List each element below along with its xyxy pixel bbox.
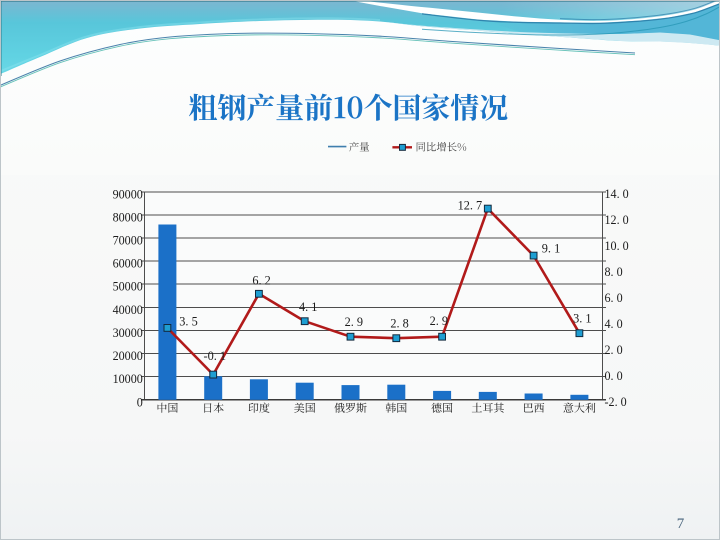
svg-text:50000: 50000 — [113, 280, 143, 294]
svg-text:10. 0: 10. 0 — [605, 239, 629, 253]
svg-text:0. 0: 0. 0 — [605, 369, 623, 383]
svg-text:4. 1: 4. 1 — [299, 300, 317, 314]
svg-text:80000: 80000 — [113, 210, 143, 224]
svg-text:90000: 90000 — [113, 187, 143, 201]
svg-text:6. 0: 6. 0 — [605, 291, 623, 305]
svg-text:-2. 0: -2. 0 — [605, 395, 627, 409]
svg-text:2. 8: 2. 8 — [390, 316, 408, 330]
svg-text:12. 0: 12. 0 — [605, 213, 629, 227]
svg-text:2. 9: 2. 9 — [345, 315, 363, 329]
svg-text:14. 0: 14. 0 — [605, 187, 629, 201]
svg-text:8. 0: 8. 0 — [605, 265, 623, 279]
svg-text:30000: 30000 — [113, 326, 143, 340]
svg-text:6. 2: 6. 2 — [252, 274, 270, 288]
svg-text:3. 1: 3. 1 — [573, 312, 591, 326]
svg-text:60000: 60000 — [113, 257, 143, 271]
svg-text:7: 7 — [677, 516, 685, 532]
svg-text:12. 7: 12. 7 — [458, 199, 483, 213]
svg-text:10000: 10000 — [113, 372, 143, 386]
svg-text:20000: 20000 — [113, 349, 143, 363]
svg-text:3. 5: 3. 5 — [179, 314, 197, 328]
svg-text:0: 0 — [137, 395, 143, 409]
svg-text:40000: 40000 — [113, 303, 143, 317]
svg-text:2. 0: 2. 0 — [605, 343, 623, 357]
svg-text:9. 1: 9. 1 — [542, 241, 560, 255]
svg-text:70000: 70000 — [113, 234, 143, 248]
svg-text:-0. 1: -0. 1 — [204, 349, 227, 363]
svg-text:2. 9: 2. 9 — [430, 314, 448, 328]
svg-text:4. 0: 4. 0 — [605, 317, 623, 331]
